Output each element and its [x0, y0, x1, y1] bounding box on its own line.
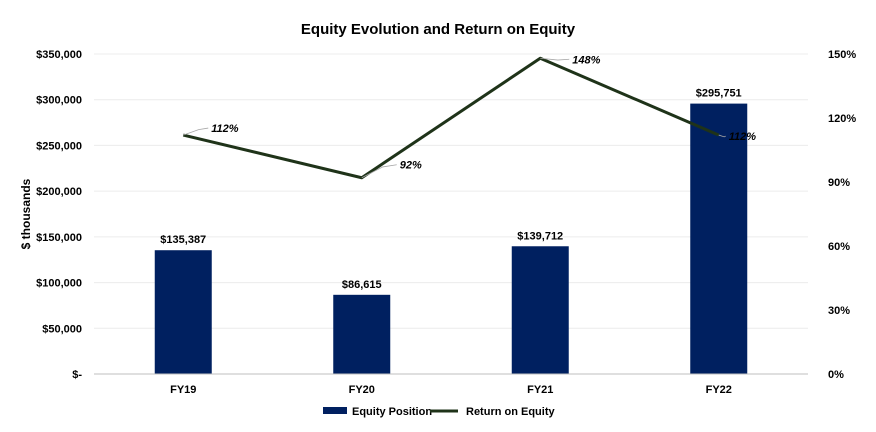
bar [690, 103, 748, 374]
bar [154, 250, 212, 374]
legend-label: Return on Equity [466, 406, 555, 418]
y-left-tick-label: $200,000 [36, 186, 82, 198]
gridlines [94, 53, 808, 329]
y-right-tick-label: 120% [828, 113, 856, 125]
bar [511, 246, 569, 374]
y-right-tick-label: 90% [828, 177, 850, 189]
y-right-tick-label: 60% [828, 241, 850, 253]
label-leader-line [361, 164, 397, 179]
data-labels: $135,387 $86,615 $139,712 $295,751 112% 92% 14… [160, 54, 756, 291]
chart-title: Equity Evolution and Return on Equity [301, 21, 576, 38]
legend: Equity Position Return on Equity [323, 406, 555, 418]
axes: $- $50,000 $100,000 $150,000 $200,000 $250,00… [36, 49, 856, 396]
y-left-tick-label: $100,000 [36, 278, 82, 290]
y-left-tick-label: $50,000 [42, 323, 82, 335]
label-leader-line [718, 134, 726, 138]
y-left-tick-label: $- [72, 369, 82, 381]
line-series [182, 56, 720, 180]
bar-data-label: $139,712 [517, 230, 563, 242]
bar [333, 294, 391, 374]
bar-data-label: $86,615 [342, 279, 382, 291]
y-right-tick-label: 30% [828, 305, 850, 317]
label-leader-line [183, 127, 209, 136]
roe-data-label: 112% [729, 131, 757, 143]
x-tick-label: FY22 [706, 384, 732, 396]
x-tick-label: FY20 [349, 384, 375, 396]
label-leader-line [540, 57, 570, 61]
x-tick-label: FY21 [527, 384, 553, 396]
roe-data-label: 148% [572, 54, 600, 66]
y-right-tick-label: 150% [828, 49, 856, 61]
bar-data-label: $135,387 [160, 234, 206, 246]
x-tick-label: FY19 [170, 384, 196, 396]
roe-data-label: 112% [211, 123, 239, 135]
y-left-tick-label: $150,000 [36, 232, 82, 244]
legend-label: Equity Position [352, 406, 432, 418]
roe-line [182, 56, 720, 180]
legend-swatch-bar [323, 407, 347, 414]
y-left-tick-label: $300,000 [36, 95, 82, 107]
bar-data-label: $295,751 [696, 88, 742, 100]
roe-data-label: 92% [400, 160, 422, 172]
bar-series [154, 103, 748, 374]
y-axis-label: $ thousands [19, 178, 33, 249]
y-right-tick-label: 0% [828, 369, 844, 381]
y-left-tick-label: $250,000 [36, 140, 82, 152]
y-left-tick-label: $350,000 [36, 49, 82, 61]
